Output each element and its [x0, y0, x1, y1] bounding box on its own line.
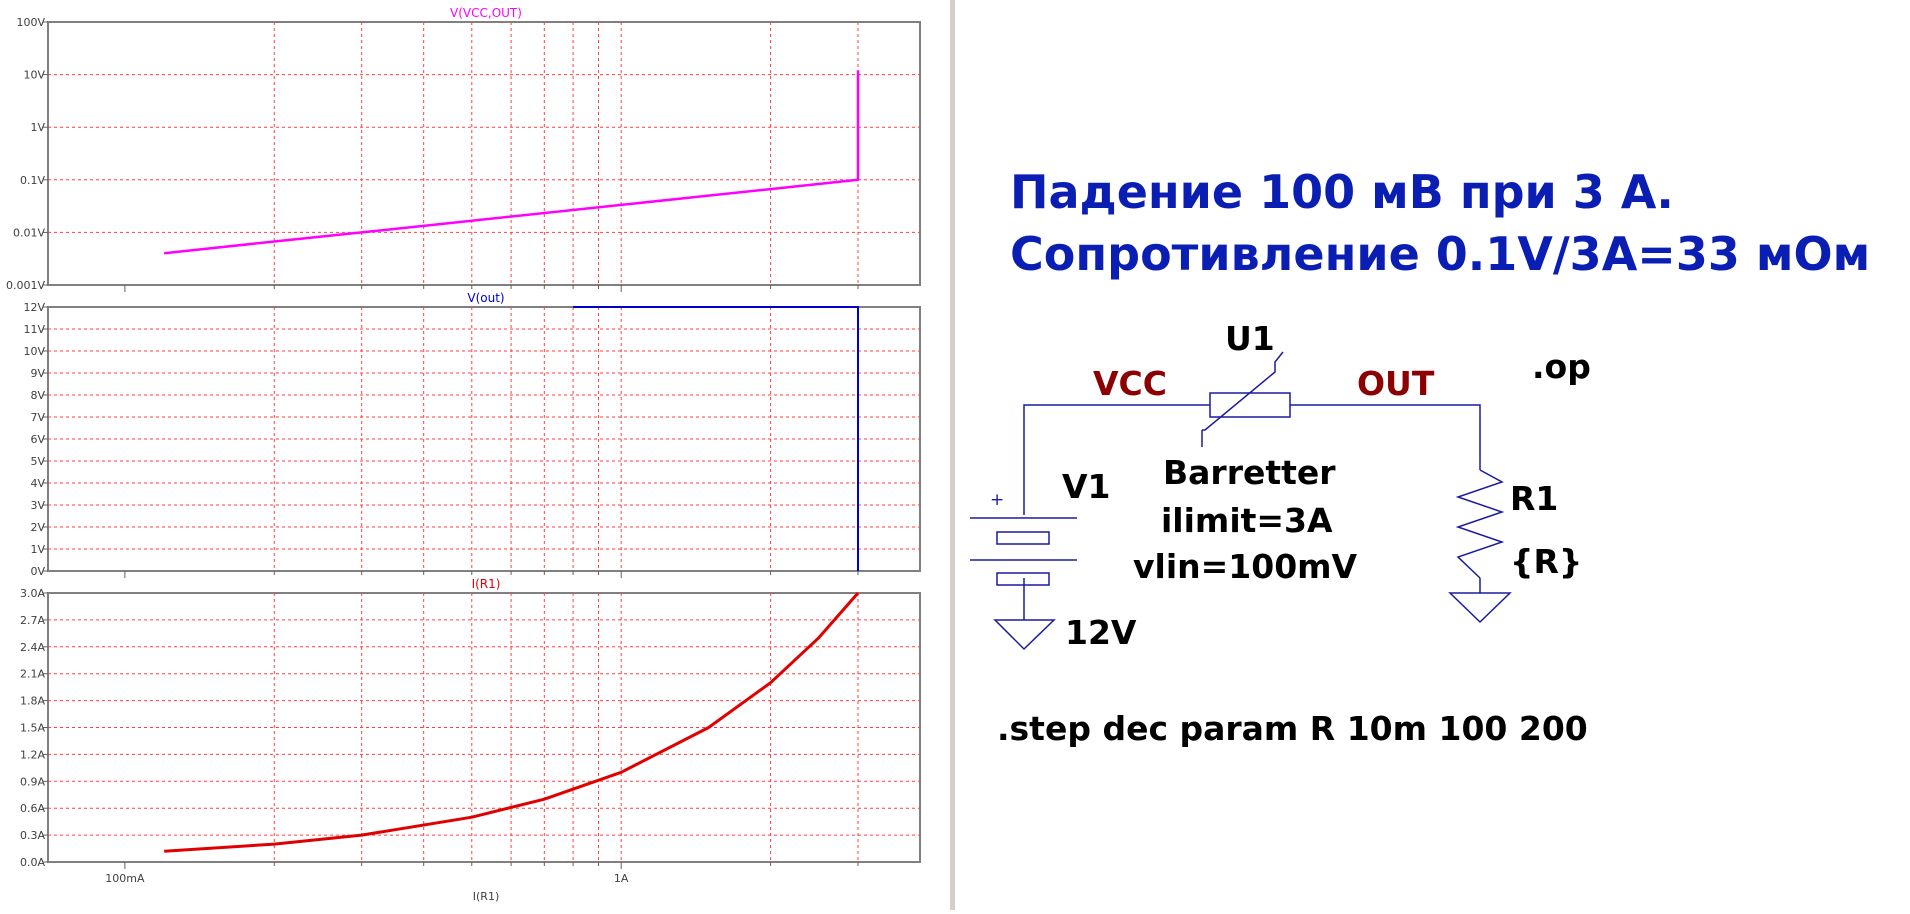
ground-symbol-v1	[993, 619, 1056, 651]
y-tick-label: 8V	[30, 389, 45, 402]
y-tick-label: 0V	[30, 565, 45, 578]
plot-frame-v-out[interactable]	[47, 306, 921, 572]
v1-value-label: 12V	[1065, 613, 1137, 652]
wire-vcc[interactable]	[1023, 404, 1210, 515]
y-tick-label: 9V	[30, 367, 45, 380]
y-tick-label: 1.8A	[20, 695, 45, 708]
x-tick-label: 1A	[614, 872, 629, 885]
barretter-arrow	[1202, 351, 1284, 431]
battery-cell-1	[996, 531, 1050, 545]
plots-svg[interactable]: 100V 10V 1V 0.1V 0.01V 0.001V V(VCC,OUT) 12V 11V…	[0, 0, 950, 910]
battery-plus-sign: +	[990, 490, 1004, 510]
y-tick-label: 0.0A	[20, 856, 45, 869]
u1-ilimit-label: ilimit=3A	[1161, 501, 1333, 540]
pane-title-i-r1[interactable]: I(R1)	[472, 577, 501, 591]
y-tick-label: 11V	[23, 323, 45, 336]
y-tick-label: 5V	[30, 455, 45, 468]
trace-v-out[interactable]	[573, 306, 859, 571]
y-tick-label: 1.5A	[20, 722, 45, 735]
y-tick-label: 100V	[16, 16, 45, 29]
battery-v1[interactable]	[970, 517, 1077, 586]
u1-vlin-label: vlin=100mV	[1133, 547, 1358, 586]
ground-symbol-r1	[1448, 592, 1512, 624]
y-tick-label: 7V	[30, 411, 45, 424]
net-label-out[interactable]: OUT	[1357, 364, 1435, 403]
schematic-editor[interactable]: Падение 100 мВ при 3 А. Сопротивление 0.…	[955, 0, 1910, 910]
plot-frame-v-vcc-out[interactable]	[47, 21, 921, 286]
y-tick-label: 0.3A	[20, 829, 45, 842]
y-tick-label: 0.01V	[13, 226, 45, 239]
heading-line-2: Сопротивление 0.1V/3A=33 мОм	[1010, 227, 1870, 281]
y-tick-label: 2.4A	[20, 641, 45, 654]
pane-title-v-vcc-out[interactable]: V(VCC,OUT)	[450, 6, 522, 20]
y-tick-label: 6V	[30, 433, 45, 446]
pane-separator[interactable]	[950, 0, 955, 910]
y-tick-label: 2V	[30, 521, 45, 534]
y-tick-label: 0.1V	[20, 174, 45, 187]
y-tick-label: 2.7A	[20, 614, 45, 627]
trace-v-vcc-out[interactable]	[164, 70, 860, 255]
y-tick-label: 1.2A	[20, 748, 45, 761]
x-tick-label: 100mA	[105, 872, 145, 885]
y-tick-label: 10V	[23, 345, 45, 358]
plot-frame-i-r1[interactable]	[47, 592, 921, 863]
y-tick-label: 0.9A	[20, 775, 45, 788]
barretter-body	[1209, 392, 1291, 418]
y-tick-label: 1V	[30, 543, 45, 556]
y-tick-label: 3V	[30, 499, 45, 512]
v1-name-label: V1	[1062, 467, 1111, 506]
step-directive[interactable]: .step dec param R 10m 100 200	[997, 709, 1588, 748]
y-tick-label: 1V	[30, 121, 45, 134]
net-label-vcc[interactable]: VCC	[1093, 364, 1167, 403]
wire-out[interactable]	[1290, 404, 1481, 470]
y-tick-label: 12V	[23, 301, 45, 314]
trace-i-r1[interactable]	[164, 592, 860, 853]
r1-name-label: R1	[1510, 479, 1558, 518]
schematic-svg[interactable]: Падение 100 мВ при 3 А. Сопротивление 0.…	[955, 0, 1910, 910]
x-axis-label[interactable]: I(R1)	[473, 890, 499, 903]
barretter-u1[interactable]	[1201, 351, 1291, 447]
heading-line-1: Падение 100 мВ при 3 А.	[1010, 165, 1674, 219]
y-tick-label: 0.6A	[20, 802, 45, 815]
battery-cell-2	[996, 572, 1050, 586]
y-tick-label: 0.001V	[6, 279, 45, 292]
u1-type-label: Barretter	[1163, 453, 1336, 492]
y-tick-label: 10V	[23, 69, 45, 82]
waveform-viewer[interactable]: 100V 10V 1V 0.1V 0.01V 0.001V V(VCC,OUT) 12V 11V…	[0, 0, 950, 910]
u1-name-label: U1	[1225, 319, 1275, 358]
y-tick-label: 2.1A	[20, 668, 45, 681]
y-tick-label: 3.0A	[20, 587, 45, 600]
r1-value-label: {R}	[1510, 542, 1582, 581]
op-directive[interactable]: .op	[1532, 347, 1591, 386]
resistor-r1[interactable]	[1455, 469, 1505, 579]
y-tick-label: 4V	[30, 477, 45, 490]
pane-title-v-out[interactable]: V(out)	[467, 291, 504, 305]
